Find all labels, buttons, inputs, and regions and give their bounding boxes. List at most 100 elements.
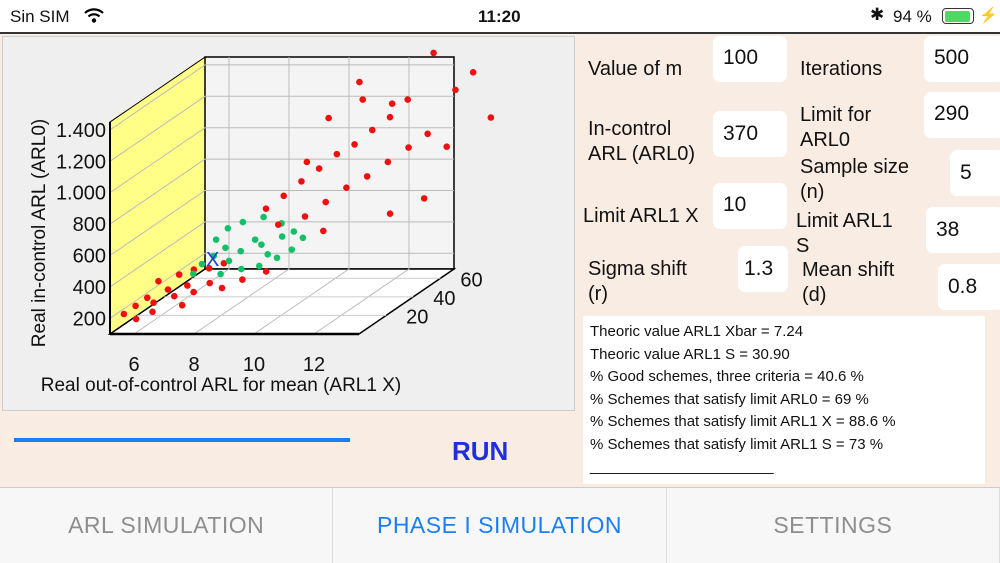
- bad-scheme-point: [205, 265, 213, 272]
- bad-scheme-point: [262, 268, 270, 275]
- result-line: % Good schemes, three criteria = 40.6 %: [590, 368, 864, 385]
- bad-scheme-point: [420, 195, 428, 202]
- sigma-shift-label-line1: Sigma shift: [588, 258, 687, 280]
- scatter-3d-chart: 200 400 600 800 1.000 1.200 1.400 6 8 10 12 20 40 60 R…: [2, 36, 575, 411]
- good-scheme-point: [255, 262, 263, 270]
- result-line: ______________________: [590, 458, 774, 475]
- z-tick-label: 1.000: [56, 183, 106, 205]
- x-tick-label: 8: [188, 354, 199, 376]
- bad-scheme-point: [132, 302, 139, 310]
- sigma-shift-label-line2: (r): [588, 283, 608, 305]
- value-m-input[interactable]: 100: [713, 36, 787, 82]
- z-tick-label: 1.200: [56, 151, 106, 173]
- tab-phase-one-simulation[interactable]: PHASE I SIMULATION: [333, 488, 667, 563]
- bad-scheme-point: [359, 96, 367, 103]
- good-scheme-point: [210, 252, 218, 260]
- good-scheme-point: [225, 257, 233, 265]
- bad-scheme-point: [319, 227, 327, 235]
- bad-scheme-point: [175, 271, 183, 278]
- bad-scheme-point: [315, 165, 323, 172]
- mean-shift-label-line1: Mean shift: [802, 259, 895, 281]
- limit-arl1x-input[interactable]: 10: [713, 183, 787, 229]
- bad-scheme-point: [218, 284, 226, 292]
- bad-scheme-point: [132, 315, 140, 323]
- limit-arl1s-input[interactable]: 38: [926, 207, 1000, 253]
- x-gridline: [253, 57, 350, 335]
- good-scheme-point: [239, 218, 247, 226]
- good-scheme-point: [264, 251, 272, 258]
- tab-settings[interactable]: SETTINGS: [667, 488, 1000, 563]
- z-gridline: [109, 158, 454, 225]
- limit-arl0-input[interactable]: 290: [924, 92, 1000, 138]
- bad-scheme-point: [469, 69, 477, 76]
- bad-scheme-point: [239, 276, 246, 283]
- sigma-shift-input[interactable]: 1.3: [738, 246, 788, 292]
- depth-tick-label: 60: [460, 269, 482, 291]
- bad-scheme-point: [333, 150, 341, 158]
- bad-scheme-point: [325, 114, 332, 122]
- arl0-label-line2: ARL (ARL0): [588, 143, 696, 165]
- bad-scheme-point: [384, 158, 392, 166]
- z-gridline: [109, 221, 454, 288]
- sample-size-input[interactable]: 5: [950, 150, 1000, 196]
- bad-scheme-point: [322, 198, 330, 206]
- bad-scheme-point: [206, 279, 214, 287]
- bad-scheme-point: [120, 310, 128, 318]
- bad-scheme-point: [368, 126, 376, 134]
- limit-arl1x-label: Limit ARL1 X: [583, 205, 699, 227]
- bad-scheme-point: [430, 49, 437, 57]
- good-scheme-point: [237, 265, 245, 273]
- result-line: % Schemes that satisfy limit ARL1 S = 73…: [590, 435, 884, 453]
- depth-tick-label: 40: [433, 288, 455, 310]
- bad-scheme-point: [404, 96, 412, 103]
- bluetooth-icon: ✱: [870, 5, 885, 24]
- z-tick-label: 200: [73, 308, 106, 330]
- arl0-label-line1: In-control: [588, 118, 672, 140]
- depth-tick-label: 20: [406, 306, 428, 328]
- arl0-input[interactable]: 370: [713, 111, 787, 157]
- z-gridline: [109, 95, 454, 162]
- good-scheme-point: [278, 233, 286, 240]
- bad-scheme-point: [388, 100, 396, 108]
- good-scheme-point: [237, 247, 245, 255]
- results-text-area[interactable]: Theoric value ARL1 Xbar = 7.24 Theoric v…: [583, 316, 985, 484]
- mean-shift-label-line2: (d): [802, 284, 827, 306]
- bad-scheme-point: [149, 308, 156, 316]
- x-axis-title: Real out-of-control ARL for mean (ARL1 X…: [41, 375, 401, 396]
- status-bar: Sin SIM 11:20 ✱ 94 % ⚡: [0, 0, 1000, 32]
- carrier-label: Sin SIM: [10, 7, 70, 26]
- x-tick-label: 12: [303, 354, 325, 376]
- bad-scheme-point: [184, 282, 191, 289]
- limit-arl0-label-line2: ARL0: [800, 129, 851, 151]
- bad-scheme-point: [487, 114, 495, 121]
- iterations-input[interactable]: 500: [924, 36, 1000, 82]
- z-tick-label: 1.400: [56, 120, 106, 142]
- good-scheme-point: [251, 236, 259, 243]
- bad-scheme-point: [274, 221, 282, 228]
- value-m-label: Value of m: [588, 58, 683, 80]
- bad-scheme-point: [190, 288, 197, 296]
- z-tick-label: 600: [73, 246, 106, 268]
- sample-size-label-line2: (n): [800, 181, 825, 203]
- tab-arl-simulation[interactable]: ARL SIMULATION: [0, 488, 334, 563]
- back-wall: [204, 56, 455, 270]
- bad-scheme-point: [301, 213, 309, 220]
- bad-scheme-point: [356, 78, 363, 86]
- x-gridline: [133, 57, 230, 335]
- bad-scheme-point: [386, 210, 394, 218]
- bad-scheme-point: [443, 143, 451, 150]
- bad-scheme-point: [220, 260, 228, 267]
- bad-scheme-point: [155, 277, 162, 285]
- bad-scheme-point: [303, 158, 311, 166]
- run-button[interactable]: RUN: [452, 436, 509, 466]
- bad-scheme-point: [343, 184, 350, 191]
- bad-scheme-point: [170, 292, 178, 300]
- z-gridline: [109, 64, 454, 131]
- theoretic-point-marker: X: [206, 249, 219, 271]
- mean-shift-input[interactable]: 0.8: [938, 264, 1000, 310]
- iterations-label: Iterations: [800, 58, 883, 80]
- x-gridline: [313, 57, 410, 335]
- result-line: % Schemes that satisfy limit ARL0 = 69 %: [590, 390, 869, 408]
- tab-bar: ARL SIMULATION PHASE I SIMULATION SETTIN…: [0, 487, 1000, 563]
- good-scheme-point: [198, 260, 206, 268]
